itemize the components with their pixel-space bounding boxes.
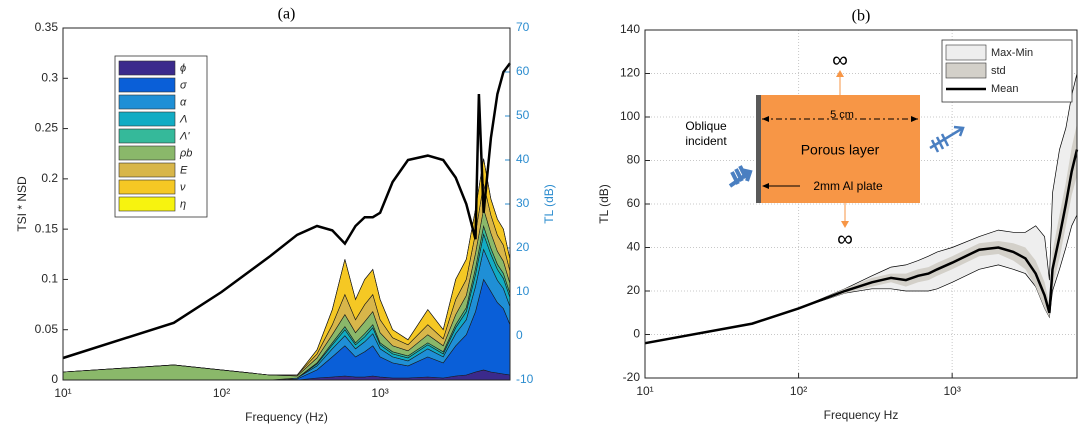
y2-tick-label: 70 <box>516 20 530 34</box>
legend-label: α <box>180 96 187 108</box>
legend-label: Λ' <box>179 130 190 142</box>
y-tick-label: 100 <box>620 109 640 123</box>
x-axis-label: Frequency Hz <box>824 408 899 422</box>
y-tick-label: 0.1 <box>41 272 58 286</box>
legend-swatch <box>118 196 176 212</box>
y-tick-label: 140 <box>620 22 640 36</box>
legend-label: σ <box>180 79 187 91</box>
x-tick-label: 10² <box>213 386 230 400</box>
y-tick-label: 0.25 <box>35 121 59 135</box>
inset-diagram: Oblique incident 5 cm Porous layer 2mm A… <box>685 47 965 251</box>
legend-label: Λ <box>179 113 187 125</box>
legend-swatch <box>945 44 987 61</box>
legend-swatch <box>118 111 176 127</box>
down-arrow-head <box>841 221 849 228</box>
y-tick-label: 0.35 <box>35 20 59 34</box>
y2-tick-label: -10 <box>516 372 534 386</box>
y2-axis-label: TL (dB) <box>542 184 556 224</box>
y-tick-label: -20 <box>623 370 641 384</box>
legend-swatch <box>118 60 176 76</box>
tl-line <box>62 62 511 360</box>
y-tick-label: 0.3 <box>41 70 58 84</box>
plot-frame <box>62 27 511 381</box>
porous-layer <box>760 95 920 203</box>
chart-title: (a) <box>278 6 296 23</box>
legend-label: E <box>180 164 188 176</box>
y-tick-label: 0.15 <box>35 221 59 235</box>
y2-tick-label: 10 <box>516 284 530 298</box>
legend-label: ν <box>180 181 186 193</box>
annotation: 5 cm <box>830 109 854 121</box>
chart-title: (b) <box>852 8 871 25</box>
y2-tick-label: 0 <box>516 328 523 342</box>
annotation: Porous layer <box>801 142 880 158</box>
y2-tick-label: 30 <box>516 196 530 210</box>
y-axis-label: TSI * NSD <box>15 176 29 232</box>
y-tick-label: 20 <box>627 283 641 297</box>
y2-tick-label: 20 <box>516 240 530 254</box>
x-tick-label: 10² <box>790 384 807 398</box>
y-tick-label: 120 <box>620 66 640 80</box>
plot-frame <box>644 29 1078 379</box>
y-tick-label: 60 <box>627 196 641 210</box>
plate-pointer-head <box>762 183 769 189</box>
y-tick-label: 40 <box>627 240 641 254</box>
up-arrow-head <box>836 70 844 77</box>
legend-label: ϕ <box>180 62 186 74</box>
legend-label: std <box>991 65 1006 77</box>
mean-line <box>644 149 1079 345</box>
legend-swatch <box>118 94 176 110</box>
y2-tick-label: 60 <box>516 64 530 78</box>
legend-swatch <box>118 77 176 93</box>
y-axis-label: TL (dB) <box>597 184 611 224</box>
x-tick-label: 10¹ <box>636 384 653 398</box>
legend-swatch <box>945 62 987 79</box>
y-tick-label: 0 <box>633 327 640 341</box>
x-axis-label: Frequency (Hz) <box>245 410 328 424</box>
legend-swatch <box>118 145 176 161</box>
annotation: incident <box>685 134 727 148</box>
annotation: 2mm Al plate <box>813 179 883 193</box>
legend-swatch <box>118 162 176 178</box>
y-tick-label: 0.2 <box>41 171 58 185</box>
annotation: ∞ <box>832 47 848 72</box>
annotation: Oblique <box>685 119 727 133</box>
legend-swatch <box>118 179 176 195</box>
x-tick-label: 10¹ <box>54 386 71 400</box>
incident-wave <box>728 165 753 188</box>
y2-tick-label: 40 <box>516 152 530 166</box>
legend-label: Max-Min <box>991 47 1033 59</box>
y-tick-label: 0 <box>51 372 58 386</box>
al-plate <box>756 95 761 203</box>
y-tick-label: 80 <box>627 153 641 167</box>
x-tick-label: 10³ <box>943 384 960 398</box>
legend-swatch <box>118 128 176 144</box>
y-tick-label: 0.05 <box>35 322 59 336</box>
transmitted-wave <box>929 125 965 153</box>
annotation: ∞ <box>837 226 853 251</box>
legend-label: Mean <box>991 83 1019 95</box>
x-tick-label: 10³ <box>371 386 388 400</box>
y2-tick-label: 50 <box>516 108 530 122</box>
legend-label: η <box>180 198 186 210</box>
legend-label: ρb <box>179 147 192 159</box>
